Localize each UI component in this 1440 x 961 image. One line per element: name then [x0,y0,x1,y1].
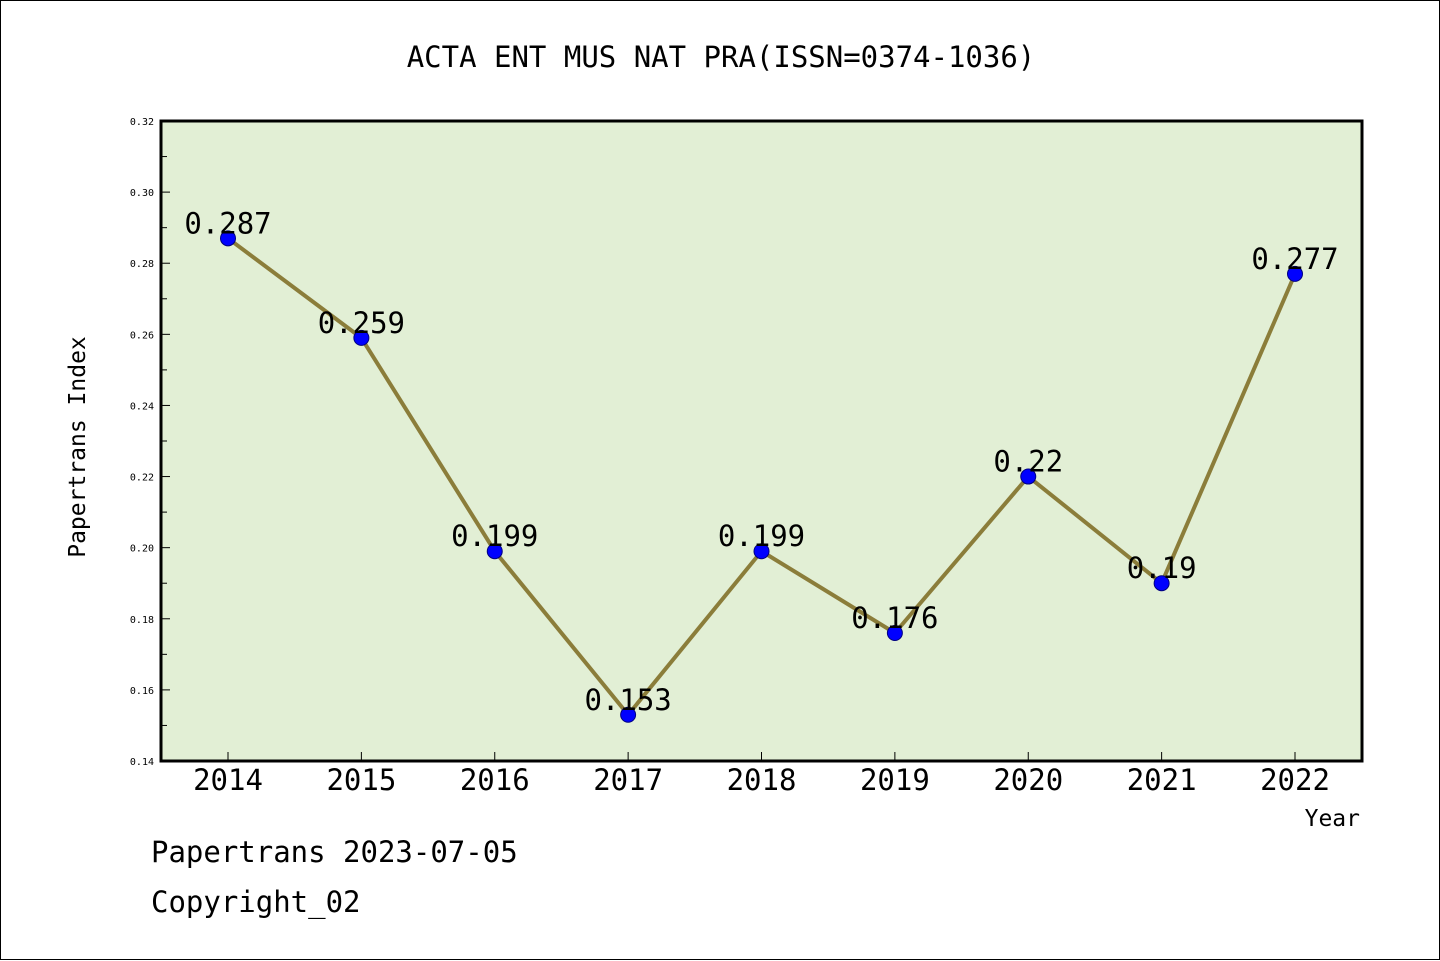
chart-title: ACTA ENT MUS NAT PRA(ISSN=0374-1036) [407,40,1036,74]
data-point [886,625,903,641]
x-tick-label: 2016 [460,763,530,797]
data-label: 0.199 [451,519,538,553]
y-tick-label: 0.20 [130,544,154,555]
data-label: 0.259 [318,306,405,340]
data-point [1287,265,1303,282]
x-tick-label: 2021 [1127,763,1197,797]
data-label: 0.199 [718,519,805,553]
y-tick-label: 0.14 [130,757,154,768]
y-tick-label: 0.24 [130,401,154,412]
y-tick-label: 0.32 [130,117,154,128]
data-point [220,230,236,247]
x-tick-label: 2020 [993,763,1063,797]
data-point [1153,575,1170,592]
x-tick-label: 2019 [860,763,930,797]
plot-area [159,119,1364,763]
y-tick-label: 0.26 [130,330,154,341]
y-tick-label: 0.28 [130,259,154,270]
x-tick-label: 2022 [1260,763,1330,797]
y-axis-label: Papertrans Index [65,336,91,558]
data-point [753,543,770,560]
series-layer: 0.287 0.259 0.199 0.153 0.199 0.176 0.22 0.19 0.… [184,206,1339,723]
x-tick-label: 2015 [326,763,396,797]
y-tick-label: 0.22 [130,473,154,484]
y-tick-label: 0.16 [130,686,154,697]
data-label: 0.153 [584,683,671,717]
footer-date: Papertrans 2023-07-05 [151,835,518,869]
x-tick-label: 2017 [593,763,663,797]
x-tick-label: 2018 [727,763,797,797]
data-point [353,329,370,346]
data-label: 0.19 [1127,551,1197,585]
data-label: 0.277 [1251,242,1338,276]
data-point [486,543,503,560]
x-axis-label: Year [1305,806,1360,832]
data-label: 0.22 [993,445,1063,479]
data-label: 0.176 [851,601,938,635]
y-tick-label: 0.18 [130,615,154,626]
x-tick-label: 2014 [193,763,263,797]
y-axis: 0.14 0.16 0.18 0.20 0.22 0.24 0.26 0.28 0.30 0.32 [130,117,170,768]
footer-copyright: Copyright_02 [151,885,361,919]
y-tick-label: 0.30 [130,188,154,199]
data-point [1020,468,1037,485]
data-label: 0.287 [184,206,271,240]
data-point [620,706,637,723]
x-axis: 2014 2015 2016 2017 2018 2019 2020 2021 2022 [193,752,1330,797]
